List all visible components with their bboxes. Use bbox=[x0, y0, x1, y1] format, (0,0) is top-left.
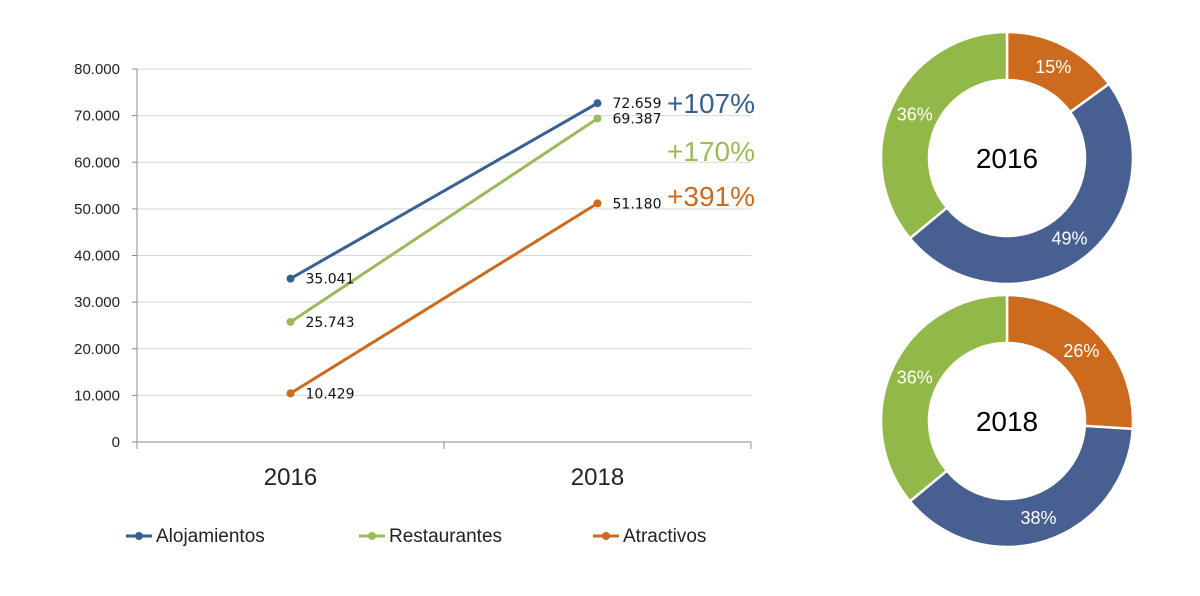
slice-label-atractivos: 15% bbox=[1035, 57, 1071, 77]
slice-label-restaurantes: 36% bbox=[897, 368, 933, 388]
data-point-alojamientos-2018 bbox=[593, 99, 602, 108]
y-tick-label: 10.000 bbox=[74, 387, 120, 404]
y-tick-label: 40.000 bbox=[74, 248, 120, 265]
data-point-restaurantes-2018 bbox=[593, 114, 602, 123]
growth-label-restaurantes: +170% bbox=[667, 136, 755, 167]
data-point-restaurantes-2016 bbox=[286, 317, 295, 326]
y-axis-tick-labels: 0 10.000 20.000 30.000 40.000 50.000 60.000 70.… bbox=[74, 61, 120, 451]
axes bbox=[132, 68, 752, 449]
y-tick-label: 50.000 bbox=[74, 201, 120, 218]
y-tick-label: 80.000 bbox=[74, 61, 120, 78]
donut-slice-alojamientos bbox=[908, 424, 1135, 549]
y-tick-label: 20.000 bbox=[74, 341, 120, 358]
data-label-alojamientos-2018: 72.659 bbox=[613, 96, 662, 112]
donut-chart-2016: 15% 49% 36% 2016 bbox=[879, 30, 1135, 286]
data-label-restaurantes-2018: 69.387 bbox=[613, 111, 662, 127]
donut-center-label: 2016 bbox=[976, 143, 1038, 174]
slice-label-alojamientos: 38% bbox=[1021, 508, 1057, 528]
series-line-alojamientos bbox=[289, 101, 599, 281]
y-tick-label: 0 bbox=[112, 434, 120, 451]
slice-label-alojamientos: 49% bbox=[1052, 229, 1088, 249]
y-tick-label: 60.000 bbox=[74, 154, 120, 171]
legend-label-alojamientos: Alojamientos bbox=[156, 526, 265, 547]
data-label-alojamientos-2016: 35.041 bbox=[306, 272, 355, 288]
legend-marker-restaurantes bbox=[368, 532, 376, 540]
y-tick-label: 30.000 bbox=[74, 294, 120, 311]
line-chart: 0 10.000 20.000 30.000 40.000 50.000 60.000 70.… bbox=[74, 61, 755, 547]
data-label-atractivos-2018: 51.180 bbox=[613, 196, 662, 212]
data-label-restaurantes-2016: 25.743 bbox=[306, 315, 355, 331]
x-tick-label-2018: 2018 bbox=[571, 464, 624, 491]
slice-label-atractivos: 26% bbox=[1063, 341, 1099, 361]
data-labels: 35.041 72.659 25.743 69.387 10.429 51.180 bbox=[306, 96, 662, 402]
donut-slice-restaurantes bbox=[879, 293, 1009, 504]
x-axis-tick-labels: 2016 2018 bbox=[264, 464, 624, 491]
gridlines bbox=[137, 68, 751, 396]
legend-label-restaurantes: Restaurantes bbox=[389, 526, 502, 547]
donut-chart-2018: 26% 38% 36% 2018 bbox=[879, 293, 1135, 549]
legend-label-atractivos: Atractivos bbox=[623, 526, 706, 547]
slice-label-restaurantes: 36% bbox=[897, 105, 933, 125]
data-point-atractivos-2016 bbox=[286, 389, 295, 398]
data-point-atractivos-2018 bbox=[593, 199, 602, 208]
legend-marker-alojamientos bbox=[135, 532, 143, 540]
donut-slice-alojamientos bbox=[908, 82, 1135, 286]
legend-marker-atractivos bbox=[602, 532, 610, 540]
growth-label-atractivos: +391% bbox=[667, 181, 755, 212]
data-label-atractivos-2016: 10.429 bbox=[306, 386, 355, 402]
donut-slice-restaurantes bbox=[879, 30, 1009, 241]
growth-label-alojamientos: +107% bbox=[667, 88, 755, 119]
series-line-atractivos bbox=[289, 201, 599, 395]
data-point-alojamientos-2016 bbox=[286, 274, 295, 283]
growth-labels: +107% +170% +391% bbox=[667, 88, 755, 212]
x-tick-label-2016: 2016 bbox=[264, 464, 317, 491]
series-lines bbox=[286, 99, 602, 398]
y-tick-label: 70.000 bbox=[74, 108, 120, 125]
legend: Alojamientos Restaurantes Atractivos bbox=[126, 526, 706, 547]
series-line-restaurantes bbox=[289, 116, 599, 324]
donut-center-label: 2018 bbox=[976, 406, 1038, 437]
donut-slice-atractivos bbox=[1005, 293, 1135, 431]
